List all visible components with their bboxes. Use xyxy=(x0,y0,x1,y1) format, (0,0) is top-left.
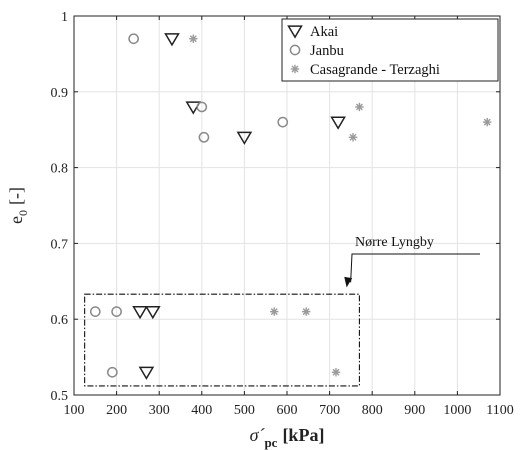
y-axis-label: e0 [-] xyxy=(6,187,30,224)
data-points xyxy=(89,33,492,380)
annotation-label: Nørre Lyngby xyxy=(355,235,434,250)
x-tick-label: 400 xyxy=(191,403,212,418)
x-tick-label: 600 xyxy=(277,403,298,418)
x-tick-label: 1100 xyxy=(486,403,513,418)
point-akai xyxy=(144,305,161,320)
legend-marker-akai xyxy=(287,25,303,39)
point-janbu xyxy=(196,101,208,113)
x-axis-label: σ´pc [kPa] xyxy=(250,425,325,450)
annotation-leader-line xyxy=(350,253,480,283)
legend-marker-janbu xyxy=(289,44,301,56)
legend-entry-janbu: Janbu xyxy=(310,43,344,59)
point-janbu xyxy=(128,33,139,45)
x-axis-label-unit: [kPa] xyxy=(282,425,324,445)
annotation-box xyxy=(84,293,360,387)
y-tick-label: 0.6 xyxy=(51,313,69,328)
legend-entry-akai: Akai xyxy=(310,24,338,40)
point-casagrande-terzaghi xyxy=(331,368,341,377)
legend-marker-casagrande-terzaghi xyxy=(290,64,300,74)
x-tick-label: 200 xyxy=(106,403,127,418)
point-casagrande-terzaghi xyxy=(348,133,358,142)
legend-box xyxy=(281,18,499,82)
legend: Akai Janbu Casagrande - Terzaghi xyxy=(281,18,499,82)
point-casagrande-terzaghi xyxy=(355,102,364,112)
x-tick-label: 800 xyxy=(362,403,383,418)
point-akai xyxy=(138,366,155,380)
x-tick-label: 900 xyxy=(404,403,425,418)
x-axis-label-subscript: pc xyxy=(264,435,277,450)
point-akai xyxy=(164,33,180,47)
point-janbu xyxy=(277,116,289,128)
point-akai xyxy=(132,305,148,320)
point-akai xyxy=(236,131,253,145)
y-axis-label-subscript: 0 xyxy=(16,210,30,216)
annotation-nørre-lyngby: Nørre Lyngby xyxy=(84,235,480,387)
point-casagrande-terzaghi xyxy=(483,117,492,127)
x-tick-label: 1000 xyxy=(443,403,471,418)
x-tick-label: 700 xyxy=(319,403,340,418)
point-janbu xyxy=(111,306,122,317)
y-tick-label: 1 xyxy=(61,10,68,25)
y-tick-label: 0.9 xyxy=(51,86,69,101)
point-casagrande-terzaghi xyxy=(270,307,279,316)
point-akai xyxy=(330,116,346,130)
point-janbu xyxy=(198,131,210,143)
y-axis-label-unit: [-] xyxy=(6,187,26,205)
annotation-arrow-head xyxy=(344,276,353,288)
x-tick-label: 500 xyxy=(234,403,255,418)
x-tick-label: 100 xyxy=(64,403,85,418)
point-casagrande-terzaghi xyxy=(301,307,311,316)
point-janbu xyxy=(106,366,118,378)
x-axis-label-symbol: σ´ xyxy=(250,425,266,445)
y-tick-label: 0.5 xyxy=(51,389,69,404)
y-tick-label: 0.8 xyxy=(51,162,69,177)
axis-ticks: 100 200 300 400 500 600 700 800 900 1000 1100 0.5 0.… xyxy=(51,10,514,418)
x-tick-label: 300 xyxy=(149,403,170,418)
point-casagrande-terzaghi xyxy=(189,34,198,43)
y-axis-label-symbol: e xyxy=(6,216,26,224)
point-janbu xyxy=(89,306,101,317)
y-tick-label: 0.7 xyxy=(51,237,69,252)
legend-entry-casagrande-terzaghi: Casagrande - Terzaghi xyxy=(310,62,440,78)
